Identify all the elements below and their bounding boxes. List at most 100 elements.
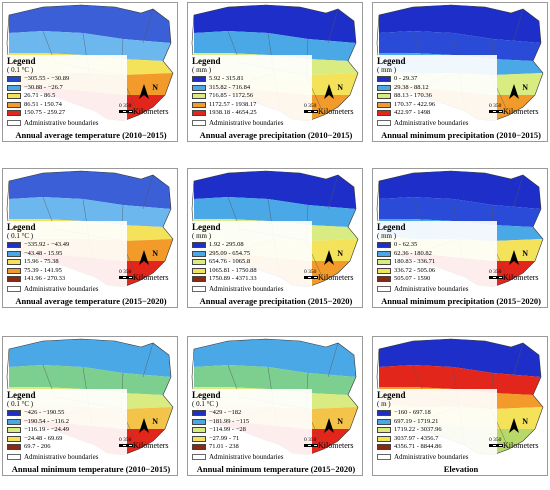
legend-label: −114.99 - −28 [209, 426, 246, 434]
legend-label: 3037.97 - 4356.7 [394, 434, 439, 442]
scale-number: 0 350 [119, 437, 132, 443]
admin-boundary [327, 174, 339, 210]
legend-item: 505.07 - 1590 [377, 275, 495, 284]
map-zone [379, 365, 541, 395]
north-arrow-icon [139, 418, 149, 433]
map-panel: Legend( mm ) 0 - 29.37 29.38 - 88.12 88.13 … [372, 2, 548, 142]
legend-item: −190.54 - −116.2 [7, 418, 125, 427]
legend-title: Legend [192, 390, 221, 400]
legend-unit: ( 0.1 °C ) [7, 400, 34, 408]
admin-boundary [327, 8, 339, 44]
legend-swatch [7, 427, 21, 434]
map-zone [379, 171, 541, 209]
legend-label: −305.55 - −30.89 [24, 75, 70, 83]
legend-swatch [7, 101, 21, 108]
legend-label: −190.54 - −116.2 [24, 417, 70, 425]
legend-label: 716.85 - 1172.56 [209, 92, 254, 100]
north-arrow-icon [509, 418, 519, 433]
legend-label: 88.13 - 170.36 [394, 92, 432, 100]
legend-title: Legend [192, 222, 221, 232]
scale-bar: 0 350 Kilometers [304, 103, 356, 121]
legend-swatch [192, 410, 206, 417]
legend-label: 5.92 - 315.81 [209, 75, 244, 83]
scale-bar-graphic [489, 110, 503, 113]
map-zone [9, 365, 171, 395]
legend-label: 295.09 - 654.75 [209, 249, 251, 257]
legend-item: 150.75 - 259.27 [7, 109, 125, 118]
legend-item: −114.99 - −28 [192, 426, 310, 435]
legend-label: 170.37 - 422.96 [394, 100, 436, 108]
legend-item: −116.19 - −24.49 [7, 426, 125, 435]
admin-boundary-label: Administrative boundaries [24, 119, 99, 127]
legend-label: 1.92 - 295.08 [209, 241, 244, 249]
legend-title: Legend [192, 56, 221, 66]
admin-boundary [142, 8, 154, 44]
legend-swatch [377, 427, 391, 434]
legend-swatch [7, 267, 21, 274]
legend-admin-row: Administrative boundaries [192, 285, 310, 294]
legend-item: 336.72 - 505.06 [377, 267, 495, 276]
map-panel: Legend( mm ) 0 - 62.35 62.36 - 180.82 180.8… [372, 168, 548, 308]
admin-boundary-label: Administrative boundaries [209, 285, 284, 293]
north-label: N [522, 83, 528, 92]
map-zone [9, 197, 171, 227]
map-legend: Legend( 0.1 °C ) −335.92 - −43.49 −43.48 -… [5, 221, 127, 295]
legend-title: Legend [7, 390, 36, 400]
admin-boundary [512, 342, 524, 378]
legend-item: 69.7 - 206 [7, 443, 125, 452]
north-label: N [337, 249, 343, 258]
legend-unit: ( mm ) [192, 232, 212, 240]
admin-boundary-swatch [192, 120, 206, 126]
legend-swatch [7, 93, 21, 100]
legend-swatch [192, 242, 206, 249]
legend-swatch [7, 259, 21, 266]
north-label: N [152, 417, 158, 426]
map-panel: Legend( 0.1 °C ) −429 - −182 −181.99 - −11… [187, 336, 363, 476]
scale-bar-graphic [119, 110, 133, 113]
north-arrow-icon [324, 250, 334, 265]
legend-item: −429 - −182 [192, 409, 310, 418]
legend-label: −429 - −182 [209, 409, 242, 417]
admin-boundary-label: Administrative boundaries [394, 453, 469, 461]
map-legend: Legend( m ) −160 - 697.18 697.19 - 1719.21… [375, 389, 497, 463]
legend-label: 86.51 - 150.74 [24, 100, 62, 108]
legend-swatch [192, 101, 206, 108]
north-label: N [522, 417, 528, 426]
legend-label: −181.99 - −115 [209, 417, 250, 425]
map-legend: Legend( 0.1 °C ) −305.55 - −30.89 −30.88 -… [5, 55, 127, 129]
legend-label: 15.96 - 75.38 [24, 258, 59, 266]
scale-bar: 0 350 Kilometers [119, 437, 171, 455]
legend-unit: ( m ) [377, 400, 391, 408]
legend-label: 26.71 - 86.5 [24, 92, 56, 100]
legend-swatch [192, 267, 206, 274]
north-label: N [337, 83, 343, 92]
legend-label: 336.72 - 505.06 [394, 266, 436, 274]
legend-item: 88.13 - 170.36 [377, 92, 495, 101]
map-panel: Legend( mm ) 5.92 - 315.81 315.82 - 716.84… [187, 2, 363, 142]
legend-swatch [377, 410, 391, 417]
map-zone [194, 5, 356, 43]
admin-boundary-swatch [377, 286, 391, 292]
legend-admin-row: Administrative boundaries [377, 285, 495, 294]
legend-unit: ( 0.1 °C ) [7, 66, 34, 74]
north-arrow-icon [139, 250, 149, 265]
legend-admin-row: Administrative boundaries [192, 119, 310, 128]
legend-swatch [7, 84, 21, 91]
legend-swatch [192, 93, 206, 100]
legend-item: 71.01 - 238 [192, 443, 310, 452]
legend-label: 0 - 29.37 [394, 75, 418, 83]
legend-admin-row: Administrative boundaries [7, 285, 125, 294]
scale-bar-graphic [119, 444, 133, 447]
legend-item: 716.85 - 1172.56 [192, 92, 310, 101]
map-legend: Legend( 0.1 °C ) −429 - −182 −181.99 - −11… [190, 389, 312, 463]
admin-boundary-swatch [7, 454, 21, 460]
map-panel: Legend( 0.1 °C ) −305.55 - −30.89 −30.88 -… [2, 2, 178, 142]
scale-number: 0 350 [119, 103, 132, 109]
scale-unit: Kilometers [318, 441, 354, 450]
legend-item: 86.51 - 150.74 [7, 101, 125, 110]
legend-swatch [192, 418, 206, 425]
scale-number: 0 350 [304, 437, 317, 443]
scale-unit: Kilometers [503, 441, 539, 450]
map-caption: Annual minimum temperature (2015−2020) [196, 464, 356, 474]
legend-label: −24.48 - 69.69 [24, 434, 63, 442]
